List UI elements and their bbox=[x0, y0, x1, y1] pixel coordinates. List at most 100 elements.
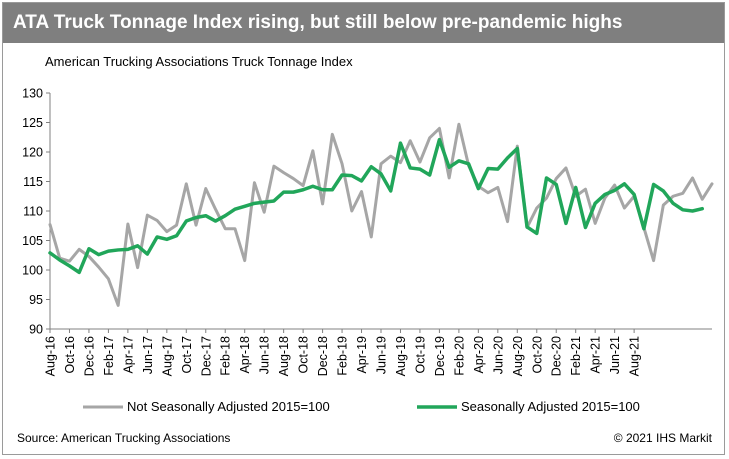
y-axis: 90 95 100 105 110 115 120 125 130 bbox=[22, 87, 51, 337]
data-point bbox=[244, 260, 246, 262]
data-point bbox=[390, 190, 392, 192]
data-point bbox=[176, 235, 178, 237]
data-point bbox=[49, 224, 51, 226]
x-tick-label: Jun-17 bbox=[141, 336, 155, 374]
data-point bbox=[137, 245, 139, 247]
data-point bbox=[555, 183, 557, 185]
data-point bbox=[166, 231, 168, 233]
data-point bbox=[692, 177, 694, 179]
y-tick-label: 105 bbox=[22, 234, 43, 248]
data-point bbox=[555, 178, 557, 180]
data-point bbox=[224, 215, 226, 217]
data-point bbox=[711, 183, 713, 185]
data-point bbox=[546, 197, 547, 199]
x-tick-label: Jun-21 bbox=[608, 336, 622, 374]
data-point bbox=[604, 197, 606, 199]
data-point bbox=[176, 224, 178, 226]
data-point bbox=[361, 191, 363, 193]
y-tick-label: 120 bbox=[22, 146, 43, 160]
data-point bbox=[302, 189, 304, 191]
data-point bbox=[88, 255, 90, 257]
x-tick-label: Dec-16 bbox=[82, 336, 96, 376]
x-tick-label: Jun-19 bbox=[375, 336, 389, 374]
data-point bbox=[127, 223, 129, 225]
data-point bbox=[575, 195, 577, 197]
data-point bbox=[253, 202, 255, 204]
data-point bbox=[380, 173, 382, 175]
legend-label: Seasonally Adjusted 2015=100 bbox=[461, 399, 640, 414]
data-point bbox=[594, 222, 596, 224]
x-tick-label: Feb-17 bbox=[102, 336, 116, 376]
x-tick-label: Feb-21 bbox=[569, 336, 583, 376]
data-point bbox=[273, 165, 275, 167]
data-point bbox=[623, 207, 625, 209]
y-tick-label: 90 bbox=[29, 323, 43, 337]
data-point bbox=[604, 193, 606, 195]
data-point bbox=[322, 189, 324, 191]
data-point bbox=[497, 168, 499, 170]
data-point bbox=[419, 161, 421, 163]
series-group bbox=[48, 122, 714, 307]
data-point bbox=[146, 253, 148, 255]
data-point bbox=[701, 208, 703, 210]
data-point bbox=[322, 203, 324, 205]
data-point bbox=[263, 201, 265, 203]
data-point bbox=[166, 238, 168, 240]
x-tick-label: Aug-19 bbox=[394, 336, 408, 376]
x-tick-label: Jun-20 bbox=[491, 336, 505, 374]
x-tick-label: Aug-21 bbox=[628, 336, 642, 376]
data-point bbox=[546, 177, 547, 179]
data-point bbox=[98, 254, 100, 256]
data-point bbox=[662, 190, 664, 192]
data-point bbox=[399, 162, 401, 164]
data-point bbox=[244, 205, 246, 207]
chart-title: ATA Truck Tonnage Index rising, but stil… bbox=[3, 3, 724, 43]
data-point bbox=[59, 259, 61, 261]
x-tick-label: Oct-20 bbox=[530, 336, 544, 374]
x-tick-label: Apr-19 bbox=[355, 336, 369, 374]
legend-label: Not Seasonally Adjusted 2015=100 bbox=[127, 399, 330, 414]
series-line bbox=[48, 122, 714, 307]
data-point bbox=[682, 209, 684, 211]
data-point bbox=[507, 221, 509, 223]
data-point bbox=[253, 182, 255, 184]
x-tick-label: Apr-21 bbox=[589, 336, 603, 374]
data-point bbox=[623, 183, 625, 185]
data-point bbox=[477, 188, 479, 190]
x-tick-label: Aug-20 bbox=[511, 336, 525, 376]
data-point bbox=[507, 157, 509, 159]
series-layer bbox=[48, 122, 714, 307]
x-tick-label: Oct-17 bbox=[180, 336, 194, 374]
data-point bbox=[98, 266, 100, 268]
x-tick-label: Feb-19 bbox=[336, 336, 350, 376]
data-point bbox=[701, 198, 703, 200]
data-point bbox=[614, 184, 616, 186]
copyright-note: © 2021 IHS Markit bbox=[614, 431, 713, 445]
data-point bbox=[516, 145, 518, 147]
y-tick-label: 110 bbox=[23, 205, 43, 219]
data-point bbox=[536, 232, 538, 234]
x-tick-label: Aug-16 bbox=[44, 336, 58, 376]
data-point bbox=[575, 186, 577, 188]
x-tick-label: Aug-18 bbox=[277, 336, 291, 376]
data-point bbox=[185, 183, 187, 185]
x-tick-label: Jun-18 bbox=[258, 336, 272, 374]
data-point bbox=[146, 214, 148, 216]
data-point bbox=[331, 189, 333, 191]
data-point bbox=[117, 249, 119, 251]
data-point bbox=[682, 192, 684, 194]
data-point bbox=[653, 260, 655, 262]
data-point bbox=[584, 227, 586, 229]
data-point bbox=[78, 271, 80, 273]
x-tick-label: Oct-19 bbox=[413, 336, 427, 374]
data-point bbox=[448, 166, 450, 168]
data-point bbox=[409, 140, 411, 142]
data-point bbox=[672, 195, 674, 197]
data-point bbox=[88, 248, 90, 250]
x-tick-label: Dec-20 bbox=[550, 336, 564, 376]
y-tick-label: 95 bbox=[29, 293, 43, 307]
data-point bbox=[662, 204, 664, 206]
series-group bbox=[48, 137, 705, 275]
data-point bbox=[399, 142, 401, 144]
data-point bbox=[68, 260, 70, 262]
